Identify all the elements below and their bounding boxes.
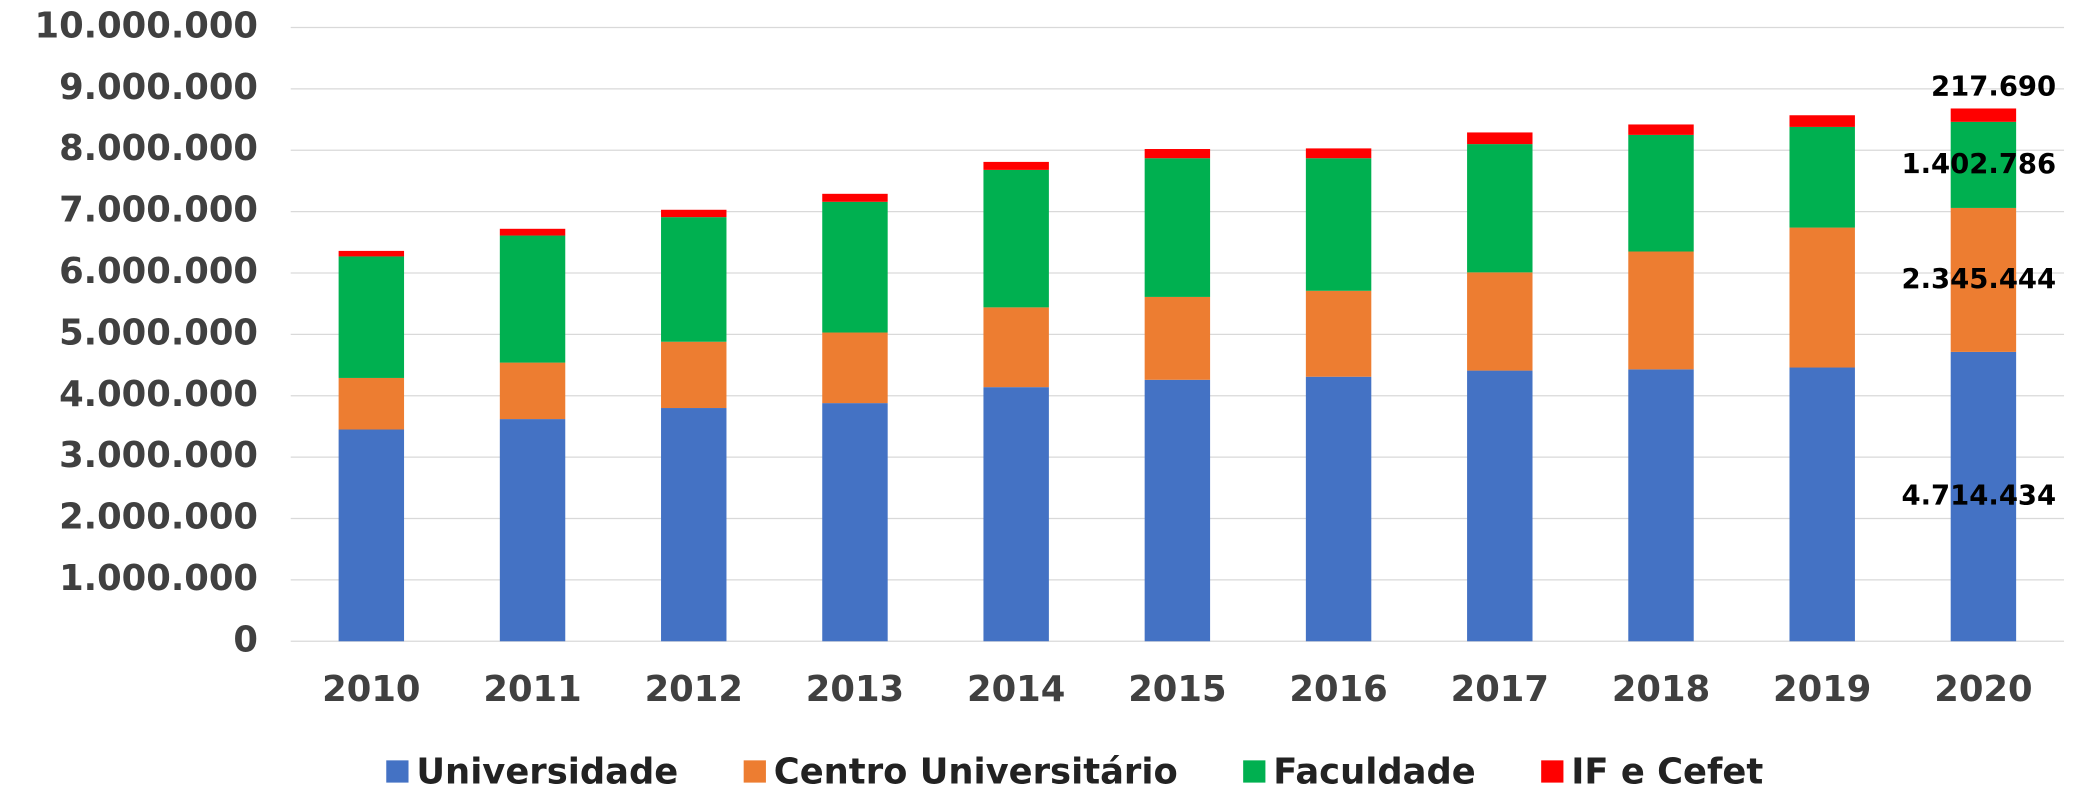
x-tick-label: 2016 — [1289, 669, 1387, 710]
y-tick-label: 6.000.000 — [59, 251, 258, 292]
bar-segment — [661, 408, 727, 642]
x-tick-label: 2019 — [1773, 669, 1871, 710]
bar-segment — [1305, 290, 1372, 377]
legend-swatch — [743, 760, 766, 783]
bar-segment — [661, 217, 727, 342]
bar-segment — [983, 169, 1049, 308]
x-tick-label: 2014 — [967, 669, 1065, 710]
bar-segment — [1144, 149, 1211, 159]
legend-label: Faculdade — [1273, 751, 1475, 792]
bar-segment — [1789, 115, 1855, 127]
bar-segment — [661, 209, 727, 218]
y-tick-label: 7.000.000 — [59, 190, 258, 231]
bar-segment — [661, 341, 727, 409]
bar-segment — [1628, 369, 1694, 642]
bar-segment — [1950, 121, 2017, 208]
x-tick-label: 2017 — [1451, 669, 1549, 710]
x-tick-label: 2020 — [1934, 669, 2032, 710]
bar-segment — [983, 307, 1049, 388]
y-tick-label: 10.000.000 — [35, 5, 258, 46]
y-tick-label: 4.000.000 — [59, 374, 258, 415]
y-tick-label: 0 — [233, 619, 258, 660]
legend-label: IF e Cefet — [1571, 751, 1763, 792]
y-tick-label: 5.000.000 — [59, 312, 258, 353]
x-tick-label: 2018 — [1612, 669, 1710, 710]
bar-segment — [983, 387, 1049, 642]
legend-label: Centro Universitário — [774, 751, 1178, 792]
bar-segment — [499, 362, 566, 420]
bar-segment — [499, 228, 566, 236]
legend-swatch — [1541, 760, 1564, 783]
bar-segment — [1467, 144, 1533, 273]
bar-segment — [1467, 272, 1533, 371]
bar-segment — [983, 161, 1049, 170]
legend-swatch — [1243, 760, 1266, 783]
bar-segment — [1305, 148, 1372, 159]
bar-segment — [499, 419, 566, 642]
bar-segment — [1628, 134, 1694, 252]
bar-segment — [1144, 379, 1211, 642]
bar-segment — [1628, 124, 1694, 135]
legend-label: Universidade — [416, 751, 678, 792]
bar-segment — [1305, 376, 1372, 642]
bar-segment — [1950, 207, 2017, 352]
bar-segment — [1950, 108, 2017, 122]
bar-segment — [822, 201, 888, 333]
bar-segment — [1305, 158, 1372, 291]
bar-segment — [822, 332, 888, 404]
x-tick-label: 2012 — [645, 669, 743, 710]
y-tick-label: 1.000.000 — [59, 558, 258, 599]
bar-segment — [499, 235, 566, 363]
bar-segment — [1789, 126, 1855, 228]
x-tick-label: 2015 — [1128, 669, 1226, 710]
y-tick-label: 8.000.000 — [59, 128, 258, 169]
bar-segment — [1144, 158, 1211, 297]
legend-swatch — [386, 760, 409, 783]
data-label: 2.345.444 — [1901, 263, 2056, 295]
data-label: 1.402.786 — [1901, 148, 2056, 180]
bar-segment — [1467, 370, 1533, 642]
x-tick-label: 2011 — [483, 669, 581, 710]
bar-segment — [1789, 227, 1855, 368]
bar-segment — [1789, 367, 1855, 642]
bar-segment — [822, 193, 888, 202]
bar-segment — [338, 429, 405, 642]
data-label: 4.714.434 — [1901, 480, 2056, 512]
x-tick-label: 2013 — [806, 669, 904, 710]
bar-segment — [338, 256, 405, 378]
bar-segment — [1628, 251, 1694, 370]
bar-segment — [1144, 296, 1211, 380]
x-tick-label: 2010 — [322, 669, 420, 710]
y-tick-label: 2.000.000 — [59, 497, 258, 538]
y-tick-label: 3.000.000 — [59, 435, 258, 476]
data-label: 217.690 — [1931, 71, 2056, 103]
y-tick-label: 9.000.000 — [59, 67, 258, 108]
bar-segment — [1467, 132, 1533, 145]
bar-segment — [822, 403, 888, 642]
bar-segment — [338, 377, 405, 430]
bar-segment — [1950, 351, 2017, 642]
bar-segment — [338, 250, 405, 257]
